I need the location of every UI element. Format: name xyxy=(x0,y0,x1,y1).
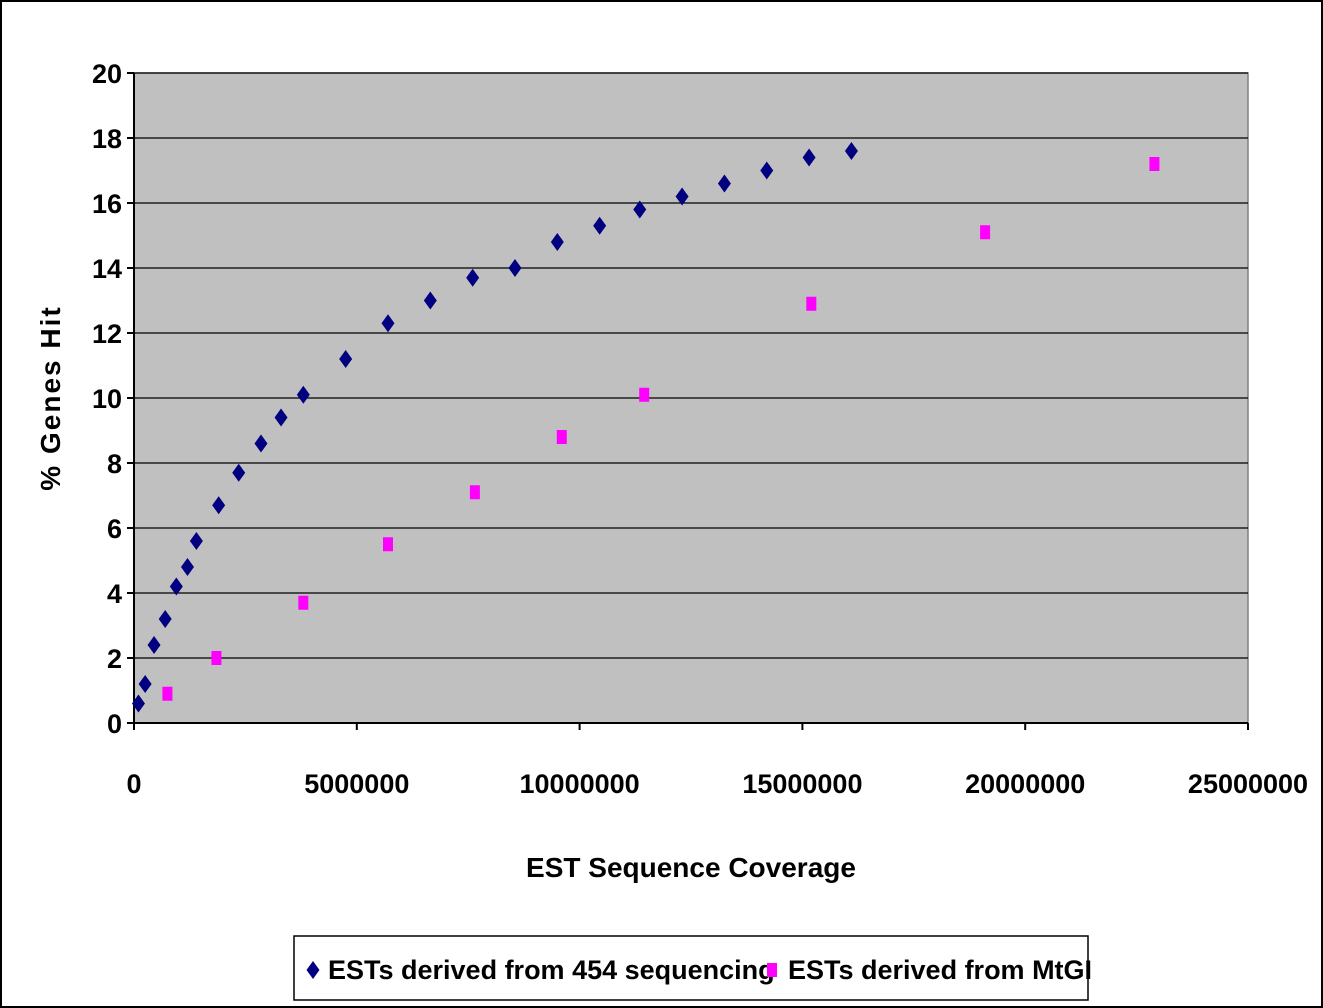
data-point-s0-8 xyxy=(232,463,246,482)
data-point-s1-2 xyxy=(298,595,309,610)
legend: ESTs derived from 454 sequencing ESTs de… xyxy=(293,935,1092,1001)
data-point-s0-22 xyxy=(760,161,774,180)
y-axis-tick-labels: 0 2 4 6 8 10 12 14 16 18 20 xyxy=(92,59,122,739)
data-point-s0-15 xyxy=(466,268,480,287)
data-point-s1-6 xyxy=(639,387,650,402)
data-point-s0-14 xyxy=(423,291,437,310)
legend-box xyxy=(293,935,1089,1001)
legend-label-454: ESTs derived from 454 sequencing xyxy=(328,955,775,985)
data-point-s1-9 xyxy=(1149,157,1160,171)
data-point-s0-4 xyxy=(169,577,183,596)
data-point-s1-1 xyxy=(211,651,222,665)
data-point-s0-23 xyxy=(802,148,816,167)
y-tick-label-10: 20 xyxy=(92,59,122,89)
y-tick-label-3: 6 xyxy=(107,514,122,544)
y-tick-label-1: 2 xyxy=(107,644,122,674)
y-tick-label-7: 14 xyxy=(92,254,122,284)
data-series xyxy=(131,142,1160,713)
data-point-s0-6 xyxy=(189,532,203,550)
data-point-s0-19 xyxy=(633,200,647,219)
data-point-s0-24 xyxy=(844,142,858,160)
data-point-s1-3 xyxy=(382,537,393,552)
y-tick-label-4: 8 xyxy=(107,449,122,479)
data-point-s0-0 xyxy=(131,694,145,713)
y-tick-label-5: 10 xyxy=(92,384,122,414)
data-point-s0-3 xyxy=(158,610,172,628)
x-tick-label-5: 25000000 xyxy=(1188,769,1308,799)
x-tick-label-0: 0 xyxy=(126,769,141,799)
data-point-s0-13 xyxy=(381,314,395,333)
data-point-s1-0 xyxy=(162,686,173,701)
data-point-s1-7 xyxy=(806,296,817,311)
x-tick-label-4: 20000000 xyxy=(965,769,1085,799)
data-point-s0-20 xyxy=(675,187,689,206)
x-axis-title: EST Sequence Coverage xyxy=(526,852,856,883)
series-0 xyxy=(131,142,858,713)
series-1 xyxy=(162,157,1160,701)
data-point-s0-11 xyxy=(296,385,310,404)
x-tick-label-2: 10000000 xyxy=(520,769,640,799)
legend-marker-square xyxy=(767,963,777,977)
data-point-s0-2 xyxy=(147,636,161,654)
y-tick-label-9: 18 xyxy=(92,124,122,154)
legend-marker-454 xyxy=(306,961,320,979)
y-axis-title: % Genes Hit xyxy=(35,305,66,490)
data-point-s1-4 xyxy=(469,485,480,500)
y-tick-label-8: 16 xyxy=(92,189,122,219)
data-point-s0-12 xyxy=(339,350,353,368)
data-point-s1-8 xyxy=(980,225,991,240)
legend-marker-mtgi xyxy=(767,963,777,977)
data-point-s0-10 xyxy=(274,408,288,427)
axes xyxy=(127,72,1249,730)
data-point-s0-21 xyxy=(717,174,731,193)
data-point-s0-18 xyxy=(593,216,607,235)
data-point-s0-1 xyxy=(138,675,152,693)
x-tick-label-1: 5000000 xyxy=(304,769,409,799)
data-point-s1-5 xyxy=(556,430,567,444)
data-point-s0-5 xyxy=(180,558,194,576)
x-axis-tick-labels: 0 5000000 10000000 15000000 20000000 25000000 xyxy=(126,769,1308,799)
gridlines xyxy=(134,72,1248,659)
data-point-s0-16 xyxy=(508,259,522,277)
data-point-s0-7 xyxy=(212,496,226,515)
data-point-s0-9 xyxy=(254,434,268,453)
y-tick-label-2: 4 xyxy=(107,579,122,609)
y-tick-label-0: 0 xyxy=(107,709,122,739)
legend-label-mtgi: ESTs derived from MtGI xyxy=(788,955,1092,985)
legend-marker-diamond xyxy=(306,961,320,979)
x-tick-label-3: 15000000 xyxy=(742,769,862,799)
y-tick-label-6: 12 xyxy=(92,319,122,349)
data-point-s0-17 xyxy=(550,233,564,251)
